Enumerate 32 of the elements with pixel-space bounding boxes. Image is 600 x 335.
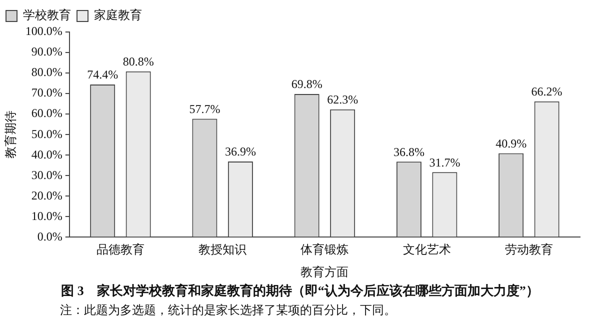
y-axis-title: 教育期待 (3, 110, 18, 159)
data-label: 69.8% (291, 77, 322, 92)
x-tick-label: 体育锻炼 (300, 242, 349, 257)
text: 图 3 家长对学校教育和家庭教育的期待（即“认为今后应该在哪些方面加大力度”） (60, 282, 540, 300)
data-label: 31.7% (429, 155, 460, 170)
legend-label: 家庭教育 (94, 8, 142, 22)
data-label: 36.8% (393, 144, 424, 159)
data-label: 40.9% (496, 136, 527, 150)
data-label: 80.8% (122, 54, 154, 69)
x-tick-label: 品德教育 (96, 242, 144, 257)
y-tick-label: 50.0% (31, 126, 62, 141)
x-tick-label: 文化艺术 (402, 242, 451, 257)
y-tick-label: 90.0% (31, 44, 62, 59)
y-tick-label: 70.0% (31, 86, 62, 100)
y-tick-label: 100.0% (25, 24, 62, 38)
y-tick-label: 60.0% (31, 106, 62, 120)
data-label: 74.4% (87, 68, 118, 82)
y-tick-label: 30.0% (31, 168, 62, 182)
text: 注：此题为多选题，统计的是家长选择了某项的百分比，下同。 (60, 302, 396, 319)
data-label: 57.7% (189, 102, 220, 116)
y-tick-label: 40.0% (31, 147, 62, 162)
legend-label: 学校教育 (23, 8, 71, 22)
y-tick-label: 0.0% (37, 229, 62, 244)
x-axis-title: 教育方面 (300, 264, 349, 279)
y-tick-label: 10.0% (31, 208, 62, 223)
x-tick-label: 教授知识 (198, 242, 247, 257)
y-tick-label: 80.0% (31, 65, 62, 80)
data-label: 66.2% (531, 84, 562, 99)
data-label: 62.3% (327, 92, 358, 107)
x-tick-label: 劳动教育 (504, 242, 553, 257)
y-tick-label: 20.0% (31, 188, 62, 202)
data-label: 36.9% (224, 144, 256, 159)
